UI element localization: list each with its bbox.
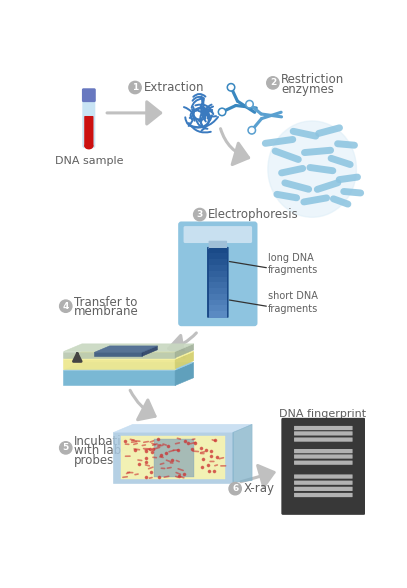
Circle shape xyxy=(194,208,206,220)
FancyBboxPatch shape xyxy=(208,282,227,289)
Polygon shape xyxy=(63,370,175,386)
FancyBboxPatch shape xyxy=(294,493,352,497)
FancyBboxPatch shape xyxy=(84,116,94,147)
FancyBboxPatch shape xyxy=(208,265,227,272)
FancyBboxPatch shape xyxy=(208,288,227,295)
FancyBboxPatch shape xyxy=(294,432,352,436)
Text: Transfer to: Transfer to xyxy=(74,296,138,309)
Text: Incubation: Incubation xyxy=(74,435,136,448)
Ellipse shape xyxy=(268,121,357,217)
Text: 6: 6 xyxy=(232,484,238,493)
FancyBboxPatch shape xyxy=(83,98,95,148)
Text: enzymes: enzymes xyxy=(281,82,334,95)
FancyBboxPatch shape xyxy=(207,247,229,318)
Circle shape xyxy=(229,85,233,89)
Text: membrane: membrane xyxy=(74,305,139,318)
Text: Extraction: Extraction xyxy=(144,81,204,94)
Circle shape xyxy=(229,483,241,495)
Polygon shape xyxy=(121,436,225,479)
Polygon shape xyxy=(175,344,194,358)
Circle shape xyxy=(267,76,279,89)
FancyBboxPatch shape xyxy=(184,226,252,243)
FancyBboxPatch shape xyxy=(208,253,227,260)
Circle shape xyxy=(220,110,224,114)
Circle shape xyxy=(246,101,253,108)
Polygon shape xyxy=(153,439,194,477)
Circle shape xyxy=(248,126,256,134)
Text: Electrophoresis: Electrophoresis xyxy=(208,208,299,221)
Polygon shape xyxy=(233,425,252,483)
FancyBboxPatch shape xyxy=(294,449,352,453)
FancyBboxPatch shape xyxy=(294,460,352,465)
Circle shape xyxy=(249,128,254,132)
Text: 5: 5 xyxy=(63,443,69,452)
Polygon shape xyxy=(175,362,194,386)
Circle shape xyxy=(218,108,226,116)
FancyBboxPatch shape xyxy=(208,300,227,306)
Text: 1: 1 xyxy=(132,83,138,92)
Polygon shape xyxy=(63,344,194,352)
FancyBboxPatch shape xyxy=(294,487,352,491)
Circle shape xyxy=(247,102,252,106)
Ellipse shape xyxy=(85,143,93,149)
FancyBboxPatch shape xyxy=(294,437,352,442)
Polygon shape xyxy=(94,346,158,352)
FancyBboxPatch shape xyxy=(208,240,227,249)
Circle shape xyxy=(129,81,141,93)
FancyBboxPatch shape xyxy=(294,426,352,430)
Text: Restriction: Restriction xyxy=(281,74,345,86)
Polygon shape xyxy=(63,359,175,369)
FancyBboxPatch shape xyxy=(208,259,227,266)
Circle shape xyxy=(59,300,72,312)
FancyBboxPatch shape xyxy=(208,270,227,278)
Text: 3: 3 xyxy=(197,210,203,219)
Polygon shape xyxy=(114,425,252,432)
Text: DNA sample: DNA sample xyxy=(55,156,123,166)
FancyBboxPatch shape xyxy=(294,480,352,485)
Text: 2: 2 xyxy=(270,78,276,88)
Text: short DNA
fragments: short DNA fragments xyxy=(268,291,318,313)
FancyBboxPatch shape xyxy=(281,418,365,515)
Text: 4: 4 xyxy=(63,302,69,310)
Polygon shape xyxy=(175,352,194,369)
FancyBboxPatch shape xyxy=(208,311,227,318)
FancyBboxPatch shape xyxy=(294,455,352,459)
FancyBboxPatch shape xyxy=(178,222,258,326)
Text: X-ray: X-ray xyxy=(244,482,275,495)
Circle shape xyxy=(59,442,72,454)
Polygon shape xyxy=(94,352,142,356)
FancyBboxPatch shape xyxy=(208,294,227,300)
Text: DNA fingerprint: DNA fingerprint xyxy=(279,409,366,419)
Polygon shape xyxy=(63,352,194,359)
Circle shape xyxy=(227,83,235,91)
Text: probes: probes xyxy=(74,454,114,467)
Text: long DNA
fragments: long DNA fragments xyxy=(268,253,318,275)
Polygon shape xyxy=(63,362,194,370)
Text: with labelled: with labelled xyxy=(74,445,150,457)
FancyBboxPatch shape xyxy=(82,88,96,102)
Polygon shape xyxy=(142,346,158,356)
FancyBboxPatch shape xyxy=(208,276,227,283)
FancyBboxPatch shape xyxy=(208,248,227,254)
FancyBboxPatch shape xyxy=(208,305,227,312)
Polygon shape xyxy=(63,352,175,358)
Polygon shape xyxy=(114,432,233,483)
FancyBboxPatch shape xyxy=(294,475,352,479)
